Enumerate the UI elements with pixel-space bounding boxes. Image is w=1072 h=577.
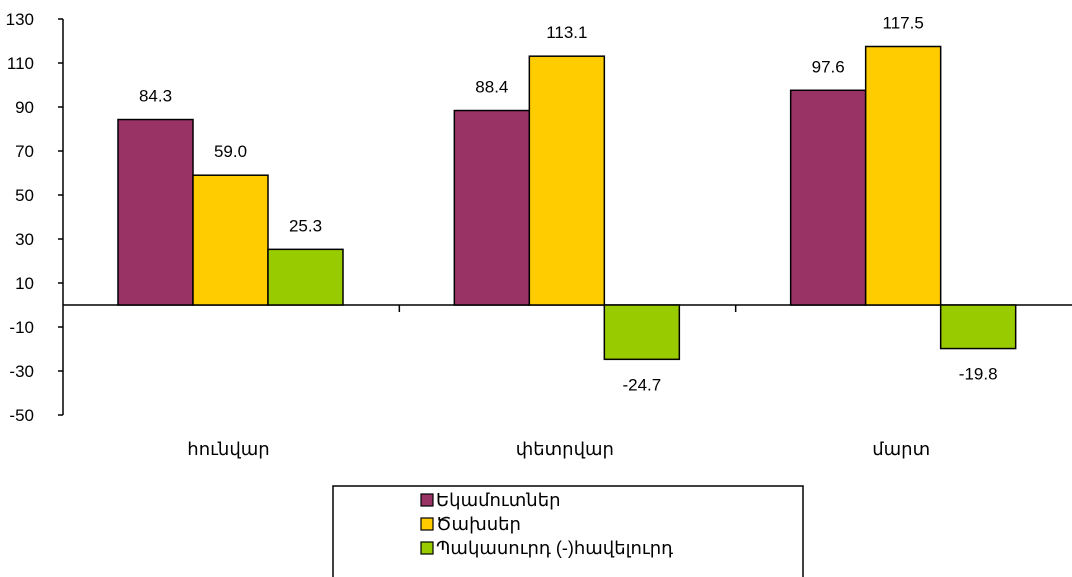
bar: [267, 248, 344, 306]
y-tick-label: 30: [15, 230, 34, 249]
y-tick-label: 130: [6, 10, 34, 29]
data-label: 88.4: [475, 78, 508, 97]
y-tick-label: 70: [15, 142, 34, 161]
y-tick-label: 90: [15, 98, 34, 117]
legend-swatch: [420, 493, 434, 507]
data-label: 97.6: [812, 57, 845, 76]
bar: [117, 118, 194, 306]
legend-swatch: [420, 541, 434, 555]
data-label: 84.3: [139, 87, 172, 106]
y-tick-label: 110: [7, 54, 34, 73]
legend-box: [332, 485, 804, 577]
bar: [789, 89, 867, 306]
legend-swatch: [420, 517, 434, 531]
y-tick-label: -50: [9, 406, 34, 425]
x-category-label: փետրվար: [516, 439, 614, 459]
data-label: 59.0: [214, 142, 247, 161]
bar: [603, 304, 681, 361]
x-category-label: մարտ: [872, 439, 930, 459]
y-tick-label: -30: [9, 362, 34, 381]
bars: [117, 45, 1017, 361]
bar: [864, 45, 942, 306]
data-label: 117.5: [883, 14, 924, 33]
legend: Եկամուտներ Ծախսեր Պակասուրդ (-)հավելուրդ: [332, 485, 804, 577]
y-tick-label: 10: [15, 274, 34, 293]
bar: [453, 109, 531, 306]
legend-label: Եկամուտներ: [436, 490, 561, 510]
data-label: 113.1: [546, 23, 587, 42]
data-label: -24.7: [622, 375, 661, 394]
x-category-label: հունվար: [187, 439, 269, 459]
bar: [528, 55, 606, 306]
data-label: 25.3: [289, 216, 322, 235]
data-label: -19.8: [959, 365, 998, 384]
legend-label: Պակասուրդ (-)հավելուրդ: [436, 538, 673, 558]
y-tick-label: -10: [9, 318, 34, 337]
legend-label: Ծախսեր: [436, 514, 521, 534]
bar: [939, 304, 1017, 350]
data-labels: 84.3 59.0 25.3 88.4 113.1 -24.7 97.6 117.5 -19.8: [139, 14, 998, 395]
bar: [192, 174, 269, 306]
y-tick-label: 50: [15, 186, 34, 205]
